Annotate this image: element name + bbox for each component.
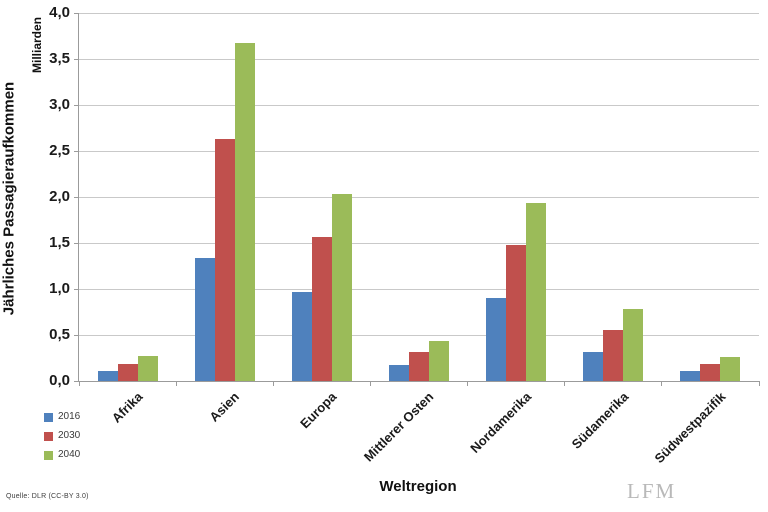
y-tick-label-4,0: 4,0 bbox=[49, 4, 70, 21]
x-tick bbox=[758, 381, 760, 386]
bar-2016-nordamerika bbox=[486, 298, 507, 381]
x-tick bbox=[564, 381, 566, 386]
x-tick bbox=[467, 381, 469, 386]
bar-2030-mittlerer-osten bbox=[409, 351, 429, 381]
bar-2016-mittlerer-osten bbox=[389, 365, 409, 381]
x-category-label-afrika: Afrika bbox=[108, 389, 146, 426]
y-tick-label-0,5: 0,5 bbox=[49, 326, 70, 343]
y-tick-label-0,0: 0,0 bbox=[49, 372, 70, 389]
gridline-y-2,0 bbox=[79, 196, 759, 198]
bar-2016-südamerika bbox=[583, 351, 604, 381]
plot-area bbox=[74, 12, 760, 386]
y-tick-label-2,5: 2,5 bbox=[49, 142, 70, 159]
y-tick bbox=[74, 58, 79, 60]
x-tick bbox=[78, 381, 80, 386]
legend-swatch-2040 bbox=[44, 450, 53, 460]
bar-2040-mittlerer-osten bbox=[429, 340, 449, 381]
bar-2030-afrika bbox=[117, 363, 138, 381]
x-category-label-asien: Asien bbox=[206, 389, 243, 425]
bar-2040-nordamerika bbox=[526, 203, 547, 381]
x-category-label-südamerika: Südamerika bbox=[568, 389, 631, 452]
legend-swatch-2016 bbox=[44, 412, 53, 422]
legend-label-2040: 2040 bbox=[58, 449, 81, 460]
y-tick bbox=[74, 196, 79, 198]
legend-item-2040: 2040 bbox=[44, 449, 80, 461]
gridline-y-1,0 bbox=[79, 288, 759, 290]
bar-2040-südamerika bbox=[623, 309, 644, 381]
gridline-y-1,5 bbox=[79, 242, 759, 244]
gridline-y-4,0 bbox=[79, 12, 759, 14]
bar-2030-südwestpazifik bbox=[700, 364, 721, 381]
y-tick bbox=[74, 104, 79, 106]
x-tick bbox=[175, 381, 177, 386]
y-tick-label-1,0: 1,0 bbox=[49, 280, 70, 297]
bar-2016-afrika bbox=[97, 370, 118, 381]
y-tick bbox=[74, 150, 79, 152]
bar-2016-südwestpazifik bbox=[680, 370, 701, 381]
gridline-y-3,5 bbox=[79, 58, 759, 60]
bar-2040-asien bbox=[234, 43, 255, 381]
y-tick-label-3,5: 3,5 bbox=[49, 50, 70, 67]
y-tick bbox=[74, 380, 79, 382]
y-tick-label-2,0: 2,0 bbox=[49, 188, 70, 205]
legend-label-2016: 2016 bbox=[58, 411, 81, 422]
bar-2040-afrika bbox=[137, 356, 158, 381]
y-tick bbox=[74, 334, 79, 336]
y-tick bbox=[74, 288, 79, 290]
x-category-label-europa: Europa bbox=[297, 389, 340, 432]
legend-label-2030: 2030 bbox=[58, 430, 81, 441]
bar-2030-europa bbox=[311, 237, 332, 381]
y-axis-title: Jährliches Passagieraufkommen bbox=[0, 81, 18, 316]
bar-2016-asien bbox=[194, 257, 215, 381]
y-tick bbox=[74, 12, 79, 14]
x-axis-title: Weltregion bbox=[379, 478, 457, 495]
bar-2030-südamerika bbox=[603, 330, 624, 381]
legend-item-2030: 2030 bbox=[44, 430, 80, 442]
x-category-label-nordamerika: Nordamerika bbox=[466, 389, 534, 456]
x-tick bbox=[272, 381, 274, 386]
x-tick bbox=[369, 381, 371, 386]
bar-2030-nordamerika bbox=[506, 244, 527, 381]
y-tick-label-3,0: 3,0 bbox=[49, 96, 70, 113]
gridline-y-3,0 bbox=[79, 104, 759, 106]
legend-swatch-2030 bbox=[44, 431, 53, 441]
bar-2040-südwestpazifik bbox=[720, 357, 741, 381]
y-tick-label-1,5: 1,5 bbox=[49, 234, 70, 251]
bar-2040-europa bbox=[331, 194, 352, 381]
x-category-label-mittlerer-osten: Mittlerer Osten bbox=[361, 389, 437, 465]
gridline-y-0,5 bbox=[79, 334, 759, 336]
source-attribution: Quelle: DLR (CC-BY 3.0) bbox=[6, 493, 89, 500]
watermark-lfm: LFM bbox=[627, 479, 677, 503]
bar-2030-asien bbox=[214, 139, 235, 381]
x-tick bbox=[661, 381, 663, 386]
y-tick bbox=[74, 242, 79, 244]
bar-2016-europa bbox=[291, 291, 312, 381]
legend-item-2016: 2016 bbox=[44, 411, 80, 423]
gridline-y-2,5 bbox=[79, 150, 759, 152]
legend: 2016 2030 2040 bbox=[44, 411, 80, 468]
x-category-label-südwestpazifik: Südwestpazifik bbox=[651, 389, 729, 467]
